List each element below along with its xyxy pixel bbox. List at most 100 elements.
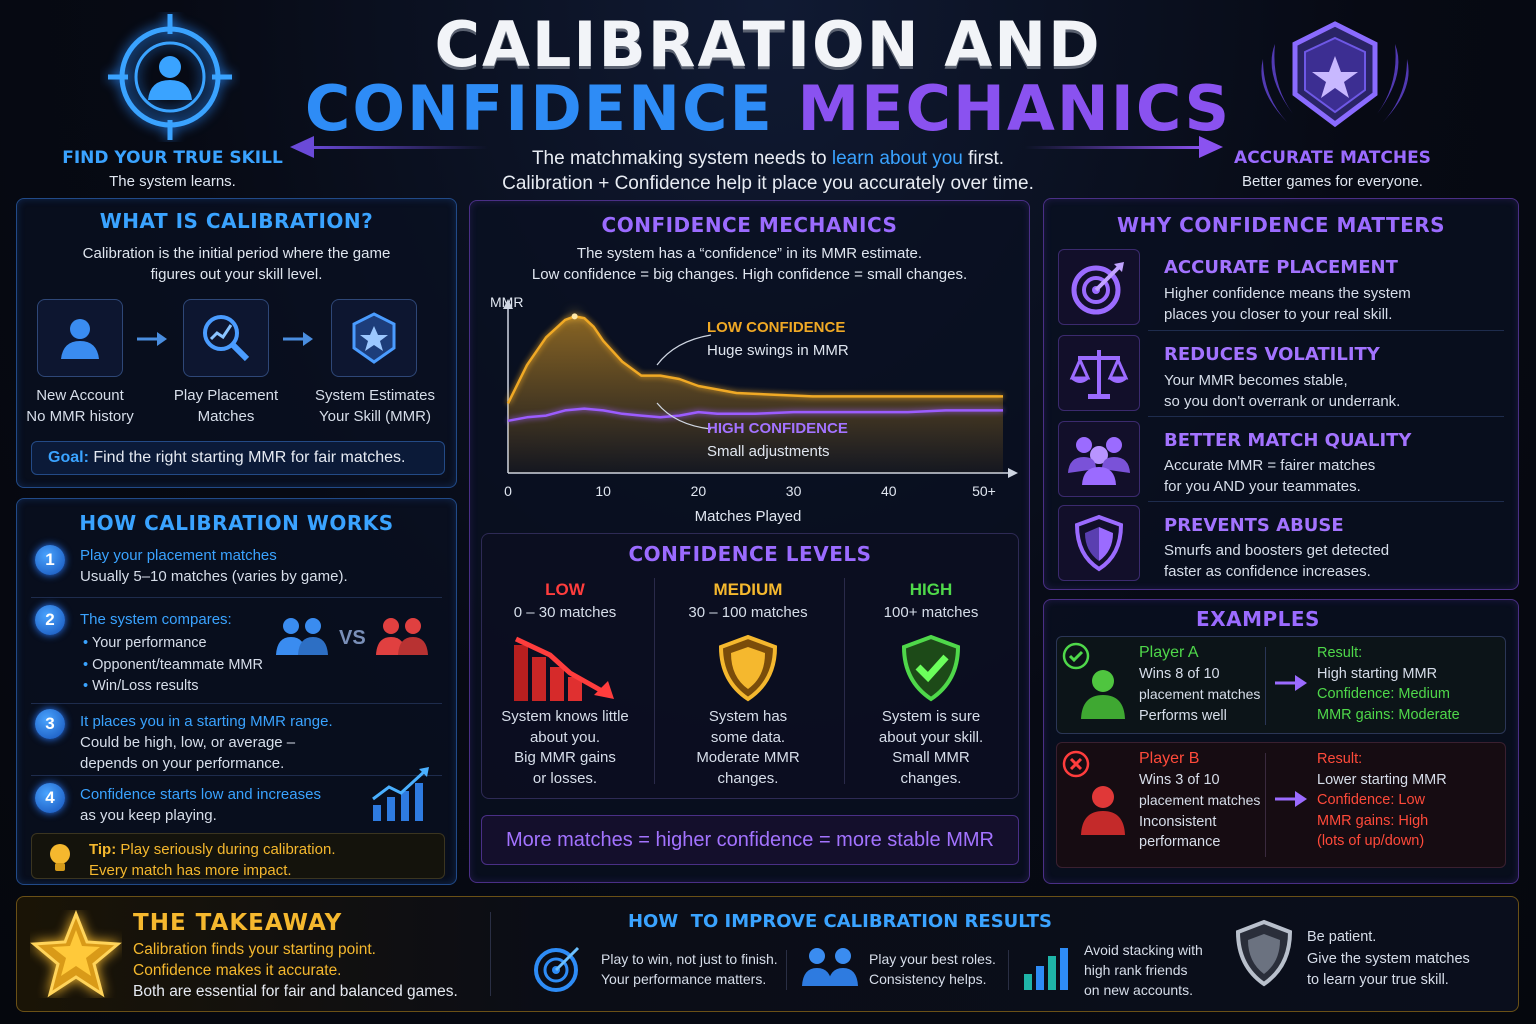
why-item-body: Higher confidence means the system place… (1164, 283, 1411, 325)
level-desc-line: some data. (710, 728, 786, 746)
target-icon (534, 946, 580, 992)
level-range: 0 – 30 matches (513, 604, 617, 621)
arrow-right-icon (283, 332, 313, 346)
tip-box (31, 833, 445, 879)
subtitle-line2: Calibration + Confidence help it place y… (502, 173, 1034, 194)
level-medium: MEDIUM 30 – 100 matches System has some … (662, 580, 834, 789)
how-step-body: depends on your performance. (80, 755, 285, 772)
rising-bars-icon (372, 767, 429, 821)
page-title-line2: CONFIDENCE MECHANICS (0, 72, 1536, 145)
group-icon (1068, 437, 1130, 485)
shield-icon (1235, 919, 1293, 987)
step-number-2: 2 (35, 605, 65, 635)
divider (1265, 647, 1266, 725)
bullet-text: Win/Loss results (92, 678, 199, 694)
crosshair-user-icon (108, 14, 232, 140)
player-line: Performs well (1139, 707, 1227, 724)
what-is-desc-line1: Calibration is the initial period where … (82, 245, 391, 262)
x-tick-label: 30 (786, 483, 802, 499)
how-step-3: It places you in a starting MMR range. C… (80, 711, 333, 774)
goal-box: Goal: Find the right starting MMR for fa… (31, 441, 445, 475)
how-step-body: Usually 5–10 matches (varies by game). (80, 568, 348, 585)
player-line: Inconsistent (1139, 813, 1217, 830)
improve-tip-line: to learn your true skill. (1307, 972, 1449, 988)
step-number-3: 3 (35, 709, 65, 739)
team-red-icon (376, 618, 428, 655)
divider (654, 578, 655, 784)
tip-text: Tip: Play seriously during calibration. … (89, 839, 336, 881)
how-calibration-works-panel: HOW CALIBRATION WORKS 1 Play your placem… (16, 498, 457, 885)
improve-tip-line: high rank friends (1084, 962, 1188, 978)
subtitle-post: first. (968, 148, 1005, 169)
player-green-icon (1081, 670, 1125, 719)
level-high: HIGH 100+ matches System is sure about y… (852, 580, 1010, 789)
why-item-line: Your MMR becomes stable, (1164, 372, 1348, 389)
x-tick-label: 10 (595, 483, 611, 499)
x-circle-icon (1062, 750, 1090, 778)
improve-tip-line: on new accounts. (1084, 982, 1193, 998)
versus-label: VS (339, 627, 366, 649)
divider (31, 775, 442, 776)
level-name: LOW (545, 580, 585, 599)
level-desc: System knows little about you. Big MMR g… (486, 707, 644, 789)
level-desc-line: changes. (900, 769, 962, 787)
why-icon-box (1058, 249, 1140, 325)
why-item-head: ACCURATE PLACEMENT (1164, 257, 1398, 278)
result-line: High starting MMR (1317, 665, 1438, 682)
player-line: Wins 8 of 10 (1139, 665, 1220, 682)
level-desc-line: Big MMR gains (514, 749, 616, 766)
chart-x-axis-label: Matches Played (694, 508, 802, 525)
why-item-line: Smurfs and boosters get detected (1164, 542, 1390, 559)
new-account-step (37, 299, 123, 377)
step-new-account-label: New Account No MMR history (17, 385, 143, 427)
why-item-body: Your MMR becomes stable, so you don't ov… (1164, 370, 1400, 412)
takeaway-line: Both are essential for fair and balanced… (133, 983, 458, 1000)
bar-chart-icon (1024, 948, 1068, 990)
level-desc-line: System knows little (501, 708, 629, 725)
result-line: Confidence: Low (1317, 792, 1426, 808)
divider (786, 950, 787, 990)
level-range: 30 – 100 matches (688, 604, 808, 621)
right-badge-sub: Better games for everyone. (1242, 173, 1423, 190)
group-icon (802, 948, 858, 986)
title-confidence: CONFIDENCE (304, 72, 774, 145)
confidence-banner: More matches = higher confidence = more … (481, 815, 1019, 865)
why-icon-box (1058, 505, 1140, 581)
result-label: Result: (1317, 645, 1363, 661)
bullet-text: Your performance (91, 635, 207, 651)
improve-tip-1: Play to win, not just to finish. Your pe… (601, 949, 778, 989)
improve-tip-line: Give the system matches (1307, 950, 1470, 967)
examples-title: EXAMPLES (1196, 607, 1320, 631)
bullet-item: • Opponent/teammate MMR (83, 656, 263, 673)
step-label-line2: Matches (197, 408, 255, 425)
level-desc-line: Moderate MMR (696, 749, 800, 766)
player-b-result: Result: Lower starting MMR Confidence: L… (1317, 749, 1447, 852)
step-number-4: 4 (35, 783, 65, 813)
lightbulb-icon (50, 844, 70, 871)
level-low: LOW 0 – 30 matches System knows little a… (486, 580, 644, 789)
divider (1148, 501, 1504, 502)
why-item-line: Higher confidence means the system (1164, 285, 1411, 302)
high-confidence-sub: Small adjustments (707, 443, 830, 460)
why-item-head: REDUCES VOLATILITY (1164, 344, 1380, 365)
player-a-result: Result: High starting MMR Confidence: Me… (1317, 643, 1460, 725)
rank-badge-icon (352, 312, 396, 364)
high-callout-line (656, 402, 712, 430)
level-desc: System has some data. Moderate MMR chang… (662, 707, 834, 789)
takeaway-line: Confidence makes it accurate. (133, 962, 342, 979)
falling-chart-icon (514, 636, 614, 701)
page-title: CALIBRATION AND (434, 8, 1102, 81)
level-name: MEDIUM (713, 580, 783, 599)
desc-pre: The system has a (576, 245, 696, 262)
low-confidence-line (506, 315, 1003, 404)
estimate-step (331, 299, 417, 377)
improve-tip-line: Avoid stacking with (1084, 942, 1203, 958)
level-name: HIGH (909, 580, 953, 599)
subtitle-highlight: learn about you (831, 148, 963, 169)
level-desc-line: System has (708, 708, 788, 725)
step-label-line2: Your Skill (MMR) (319, 408, 431, 425)
title-mechanics: MECHANICS (797, 72, 1232, 145)
left-badge-title: FIND YOUR TRUE SKILL (62, 148, 283, 168)
improve-tip-4: Be patient. Give the system matches to l… (1307, 927, 1470, 992)
